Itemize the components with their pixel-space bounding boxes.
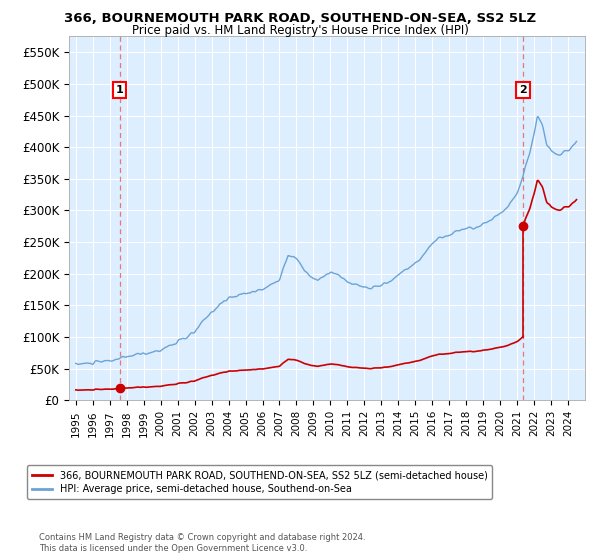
Text: 366, BOURNEMOUTH PARK ROAD, SOUTHEND-ON-SEA, SS2 5LZ: 366, BOURNEMOUTH PARK ROAD, SOUTHEND-ON-… xyxy=(64,12,536,25)
Legend: 366, BOURNEMOUTH PARK ROAD, SOUTHEND-ON-SEA, SS2 5LZ (semi-detached house), HPI:: 366, BOURNEMOUTH PARK ROAD, SOUTHEND-ON-… xyxy=(28,465,492,499)
Text: 1: 1 xyxy=(116,85,124,95)
Text: Contains HM Land Registry data © Crown copyright and database right 2024.
This d: Contains HM Land Registry data © Crown c… xyxy=(39,533,365,553)
Text: 2: 2 xyxy=(519,85,527,95)
Text: Price paid vs. HM Land Registry's House Price Index (HPI): Price paid vs. HM Land Registry's House … xyxy=(131,24,469,36)
